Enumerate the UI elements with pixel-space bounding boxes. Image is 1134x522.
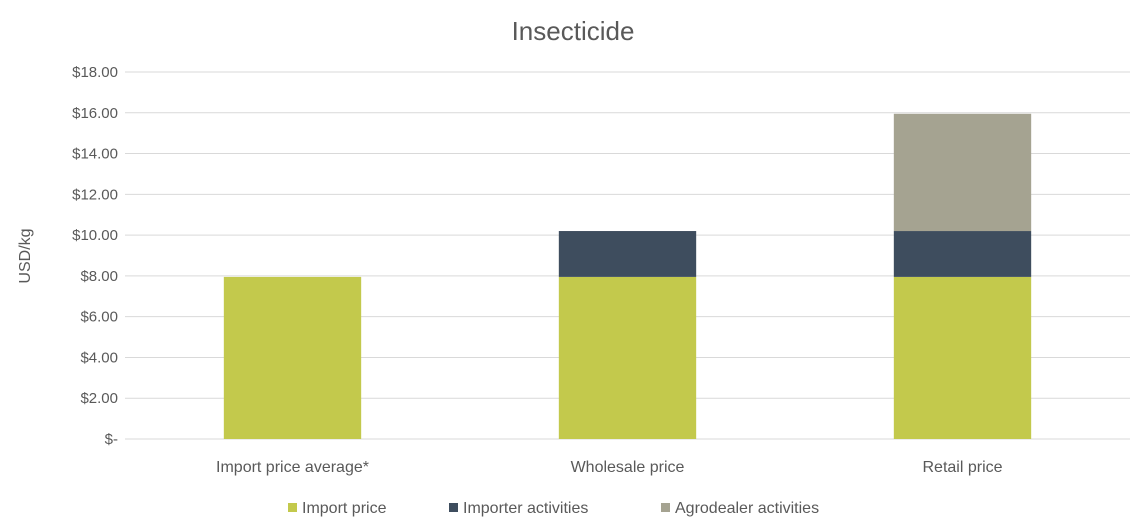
legend: Import price Importer activities Agrodeale… xyxy=(288,500,819,517)
category-label: Retail price xyxy=(922,459,1002,476)
y-tick-label: $8.00 xyxy=(80,268,118,285)
legend-swatch xyxy=(661,503,670,512)
bar-segment-0-0 xyxy=(223,276,362,439)
category-labels: Import price average* Wholesale price Reta… xyxy=(216,459,1003,476)
y-tick-label: $6.00 xyxy=(80,309,118,326)
y-tick-label: $18.00 xyxy=(72,64,118,81)
y-tick-label: $10.00 xyxy=(72,227,118,244)
y-tick-labels: $- $2.00 $4.00 $6.00 $8.00 $10.00 $12.00 $14.00… xyxy=(72,64,118,448)
y-tick-label: $12.00 xyxy=(72,186,118,203)
bar-segment-2-2 xyxy=(893,113,1032,232)
category-label: Wholesale price xyxy=(571,459,685,476)
bars xyxy=(223,113,1032,439)
y-tick-label: $- xyxy=(105,431,118,448)
y-tick-label: $4.00 xyxy=(80,349,118,366)
legend-swatch xyxy=(288,503,297,512)
legend-label: Importer activities xyxy=(463,500,588,517)
legend-label: Agrodealer activities xyxy=(675,500,819,517)
chart-title: Insecticide xyxy=(512,16,635,46)
y-tick-label: $16.00 xyxy=(72,105,118,122)
bar-segment-2-0 xyxy=(893,276,1032,439)
y-tick-label: $14.00 xyxy=(72,146,118,163)
bar-segment-1-1 xyxy=(558,231,697,277)
legend-swatch xyxy=(449,503,458,512)
y-tick-label: $2.00 xyxy=(80,390,118,407)
bar-segment-2-1 xyxy=(893,231,1032,277)
legend-label: Import price xyxy=(302,500,387,517)
category-label: Import price average* xyxy=(216,459,369,476)
bar-segment-1-0 xyxy=(558,276,697,439)
y-axis-title: USD/kg xyxy=(17,228,34,283)
